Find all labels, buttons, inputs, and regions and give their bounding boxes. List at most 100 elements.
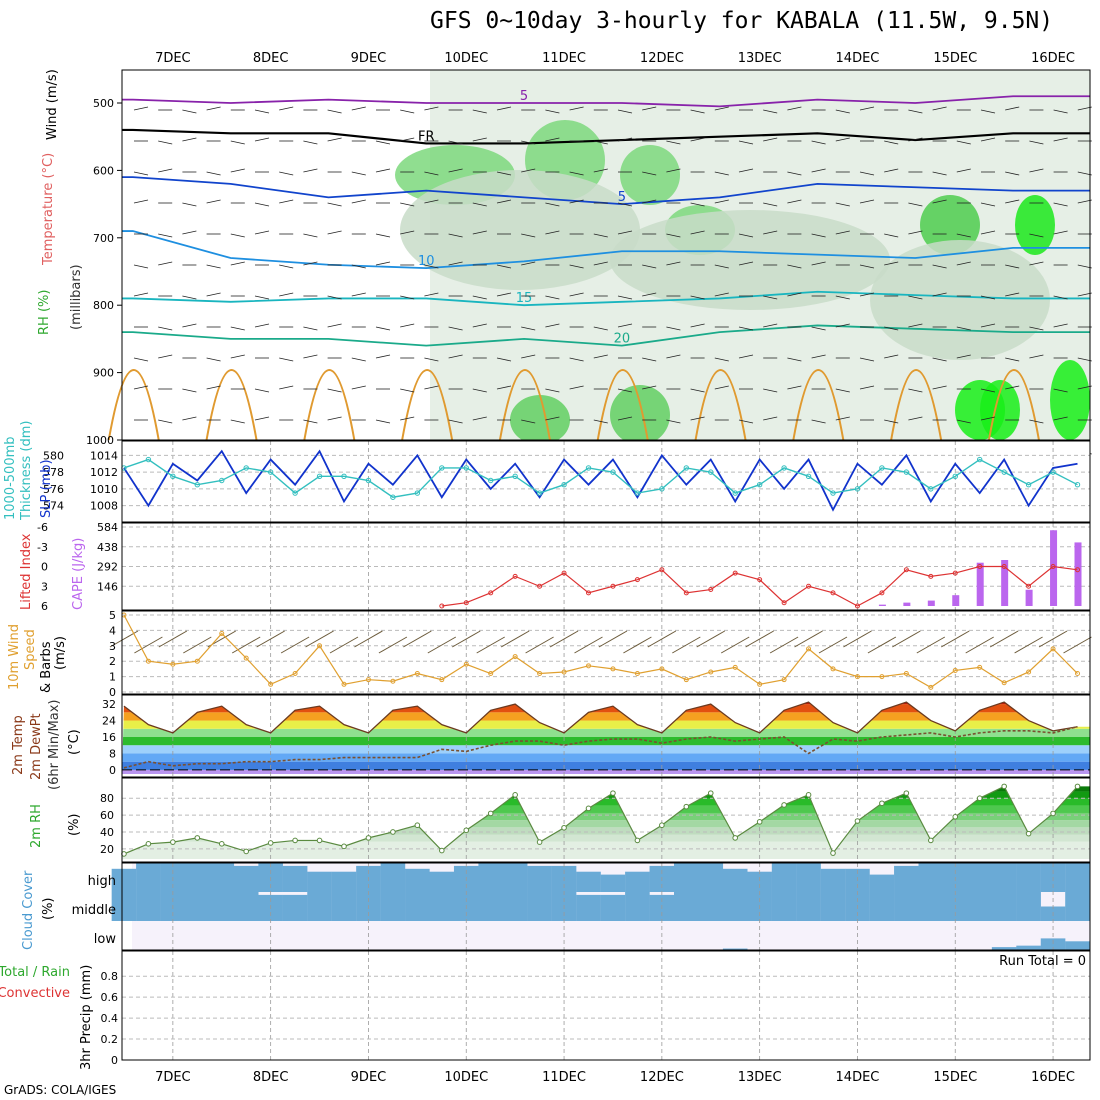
wind-barb	[496, 199, 512, 204]
wind-barb	[593, 140, 608, 145]
axis-label: 2m RH	[29, 804, 44, 848]
wind-barb	[769, 636, 799, 654]
y-tick-label-right: 1008	[90, 500, 118, 513]
data-point-wind-speed	[488, 671, 494, 677]
cloud-cover-bar	[796, 892, 821, 921]
wind-barb	[884, 326, 899, 331]
wind-barb	[642, 292, 657, 297]
wind-barb	[254, 202, 270, 207]
data-point-lifted-index	[781, 600, 787, 606]
wind-barb	[351, 264, 366, 269]
wind-barb	[158, 140, 173, 145]
cloud-cover-bar	[722, 948, 748, 950]
date-label-bottom: 9DEC	[351, 1070, 387, 1085]
wind-barb	[476, 636, 505, 654]
data-point-lifted-index	[1075, 567, 1081, 573]
y-tick-label-left: 574	[43, 500, 64, 513]
axis-label: 2m Temp	[11, 715, 26, 775]
wind-barb	[158, 419, 173, 424]
contour-label: 5	[618, 190, 626, 205]
cape-bar	[1074, 542, 1082, 606]
data-point-thickness	[341, 473, 347, 480]
rh-shading-area	[610, 210, 890, 310]
wind-barb	[956, 168, 971, 173]
wind-barb	[351, 106, 366, 111]
cloud-cover-bar	[1040, 938, 1066, 950]
wind-barb	[182, 137, 197, 142]
wind-barb	[183, 636, 212, 654]
cloud-cover-bar	[967, 892, 993, 921]
data-point-thickness	[463, 465, 469, 471]
data-point-lifted-index	[683, 590, 689, 596]
wind-barb	[496, 385, 512, 390]
data-point-rh	[439, 847, 445, 854]
axis-label: Convective	[0, 986, 70, 1001]
wind-barb	[859, 171, 875, 176]
wind-barb	[787, 385, 802, 390]
data-point-wind-speed	[145, 658, 151, 664]
series-line-rh	[123, 785, 1078, 855]
wind-barb	[206, 357, 221, 362]
data-point-wind-speed	[781, 677, 787, 683]
temperature-band	[122, 761, 1090, 770]
wind-barb	[400, 230, 415, 235]
wind-barb	[375, 326, 391, 331]
cloud-level-label: low	[94, 932, 117, 947]
y-tick-label-right: 1014	[90, 449, 118, 462]
wind-barb	[400, 202, 415, 207]
cloud-cover-bar	[136, 892, 161, 921]
data-point-lifted-index	[806, 583, 812, 589]
cloud-cover-bar	[1016, 945, 1041, 950]
series-line-thickness	[123, 458, 1078, 498]
wind-barb	[158, 168, 173, 173]
date-label-top: 10DEC	[444, 51, 488, 66]
y-tick-label: 1000	[86, 434, 114, 447]
wind-barb	[279, 106, 294, 111]
data-point-thickness	[316, 473, 323, 480]
date-label-top: 12DEC	[640, 51, 684, 66]
wind-barb	[230, 168, 245, 173]
data-point-thickness	[781, 465, 787, 471]
data-point-wind-speed	[561, 669, 567, 675]
wind-barb	[545, 295, 560, 300]
wind-barb	[279, 292, 294, 297]
data-point-wind-speed	[194, 658, 200, 664]
wind-barb	[351, 357, 366, 362]
y-tick-label: 0	[111, 1054, 118, 1067]
wind-barb	[256, 630, 285, 648]
wind-barb	[956, 233, 971, 238]
wind-barb	[327, 230, 342, 235]
cloud-cover-bar	[209, 892, 235, 921]
wind-barb	[835, 388, 850, 393]
wind-barb	[1005, 171, 1020, 176]
wind-barb	[545, 137, 560, 142]
wind-barb	[835, 295, 850, 300]
cape-bar	[952, 595, 960, 606]
axis-label: (%)	[41, 898, 56, 921]
y-tick-label: 20	[100, 843, 114, 856]
axis-label: (°C)	[67, 729, 82, 755]
cloud-cover-bar	[233, 892, 259, 921]
data-point-lifted-index	[977, 564, 983, 569]
chart-title: GFS 0~10day 3-hourly for KABALA (11.5W, …	[430, 8, 1054, 34]
wind-barb	[351, 385, 366, 390]
cloud-cover-bar	[282, 894, 308, 921]
wind-barb	[763, 109, 778, 114]
data-point-thickness	[879, 465, 885, 471]
panel-border	[121, 610, 1091, 695]
wind-barb	[133, 385, 149, 390]
wind-barb	[642, 199, 657, 204]
thickness-slp-panel: 574 576 578 580 1008 1010 1012 1014 1000-500mb Th…	[3, 421, 1091, 523]
date-label-top: 16DEC	[1031, 51, 1075, 66]
wind-barb	[1053, 202, 1068, 207]
wind-barb	[690, 109, 705, 114]
series-line-wind-speed	[123, 614, 1078, 689]
wind-barb	[400, 137, 415, 142]
cloud-cover-bar	[1065, 892, 1090, 921]
wind-barb	[763, 202, 778, 207]
wind-barb	[690, 230, 705, 235]
wind-barb	[932, 385, 947, 390]
date-label-bottom: 16DEC	[1031, 1070, 1075, 1085]
wind-barb	[617, 295, 633, 300]
data-point-lifted-index	[757, 577, 763, 583]
